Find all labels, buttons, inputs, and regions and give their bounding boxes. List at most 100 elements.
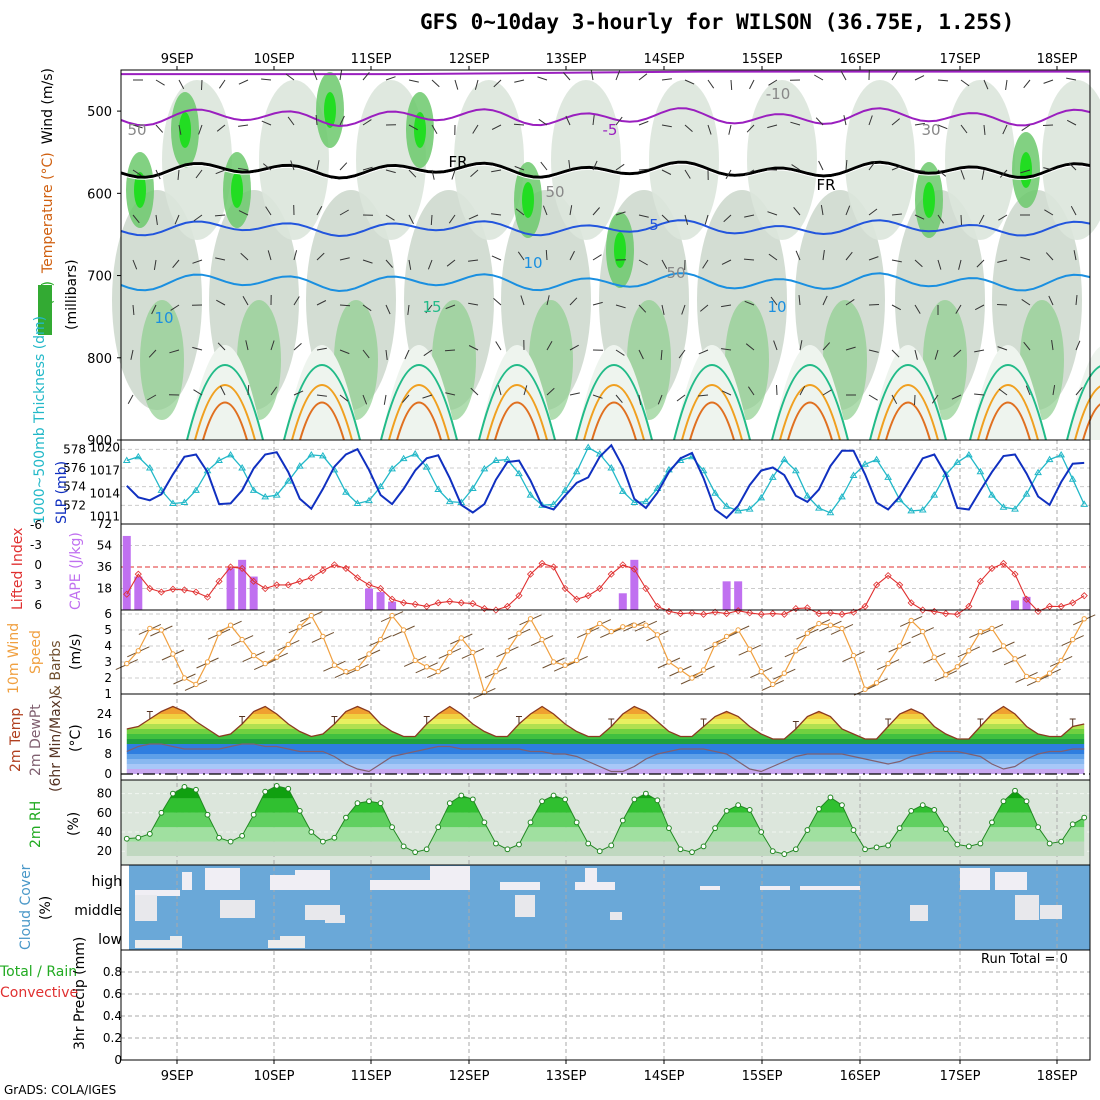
wind10m-point <box>920 628 926 635</box>
thickness-point <box>791 466 800 474</box>
upper-wind-barb <box>996 304 1008 306</box>
wind10m-point <box>204 659 211 665</box>
upper-wind-barb <box>1066 119 1077 126</box>
upper-wind-barb <box>721 259 732 265</box>
rh2m-point <box>389 824 395 831</box>
upper-wind-barb <box>270 340 275 351</box>
temp-ytick: 16 <box>97 727 112 741</box>
rh2m-point <box>158 809 165 816</box>
upper-wind-barb <box>147 394 157 401</box>
rh-ytick: 80 <box>97 787 112 801</box>
temp-band <box>126 744 1085 754</box>
upper-wind-barb <box>192 346 203 351</box>
upper-wind-barb <box>201 79 203 91</box>
upper-wind-barb <box>978 214 985 225</box>
rh-shade-saturated <box>923 182 935 218</box>
lifted-point <box>203 593 212 601</box>
rh-shade-green <box>140 300 184 420</box>
upper-wind-barb <box>1051 340 1054 351</box>
upper-wind-barb <box>312 70 318 81</box>
upper-wind-barb <box>822 389 832 396</box>
upper-wind-barb <box>974 304 985 311</box>
lifted-point <box>815 610 823 618</box>
lifted-point <box>711 608 719 616</box>
upper-wind-barb <box>495 341 502 351</box>
wind10m-point <box>400 627 407 633</box>
isotherm-15 <box>969 364 1047 441</box>
cloud-mid-block <box>910 905 928 921</box>
wind10m-point <box>597 620 603 627</box>
lifted-point <box>976 577 984 585</box>
wind10m-point <box>135 648 142 654</box>
upper-wind-barb <box>198 124 203 135</box>
thickness-ytick: 576 <box>63 461 86 475</box>
cape-bar <box>388 601 397 610</box>
upper-wind-barb <box>845 205 851 216</box>
cloud-mid-block <box>1040 905 1062 919</box>
wind10m-point <box>423 664 430 670</box>
upper-wind-barb <box>615 349 625 356</box>
upper-wind-barb <box>795 250 801 261</box>
upper-wind-barb <box>132 124 143 129</box>
rh2m-point <box>446 800 453 807</box>
thickness-point <box>745 505 754 512</box>
upper-wind-barb <box>520 295 525 306</box>
upper-wind-barb <box>1021 124 1031 132</box>
rh2m-point <box>619 817 626 824</box>
upper-wind-barb <box>951 394 962 400</box>
upper-wind-barb <box>661 214 670 223</box>
upper-wind-barb <box>1025 385 1031 396</box>
x-date-bottom: 17SEP <box>940 1069 981 1084</box>
upper-wind-barb <box>385 304 391 315</box>
lifted-point <box>653 602 661 610</box>
slp-ytick: 1017 <box>89 464 120 478</box>
upper-wind-barb <box>1073 250 1077 261</box>
upper-wind-barb <box>468 214 479 220</box>
upper-wind-barb <box>702 259 709 269</box>
upper-wind-barb <box>265 206 272 216</box>
credit-text: GrADS: COLA/IGES <box>4 1083 117 1097</box>
lifted-point <box>676 610 685 618</box>
lifted-point <box>792 605 800 613</box>
rh2m-point <box>1069 821 1076 828</box>
temp-band <box>126 724 1085 729</box>
rh2m-point <box>354 800 361 807</box>
rh2m-point <box>250 811 257 818</box>
isotherm-20 <box>877 384 939 441</box>
cloud-mid-block <box>135 895 157 921</box>
thickness-point <box>226 450 235 458</box>
upper-wind-barb <box>914 304 921 314</box>
wind10m-point <box>700 667 707 673</box>
temp-ylabel-units: (°C) <box>68 724 84 752</box>
contour-label: 30 <box>921 121 940 139</box>
isotherm-15 <box>575 364 653 441</box>
lifted-point <box>515 592 523 600</box>
lifted-point <box>457 599 465 607</box>
upper-wind-barb <box>767 211 778 216</box>
upper-wind-barb <box>545 249 548 261</box>
upper-wind-barb <box>569 344 579 351</box>
upper-wind-barb <box>242 296 249 306</box>
wind10m-point <box>354 665 361 672</box>
wind10m-point <box>320 633 326 640</box>
upper-wind-barb <box>472 124 479 134</box>
lifted-point <box>157 588 165 596</box>
upper-wind-barb <box>427 259 433 270</box>
slp-line <box>126 443 1085 520</box>
lifted-point <box>619 561 627 569</box>
lifted-point <box>492 606 500 614</box>
thickness-point <box>307 450 316 458</box>
wind10m-point <box>493 668 499 675</box>
warm-dome <box>576 345 652 440</box>
upper-wind-barb <box>155 79 165 86</box>
upper-wind-barb <box>914 122 925 126</box>
lifted-point <box>884 572 892 580</box>
lifted-point <box>746 609 754 617</box>
thickness-point <box>826 508 835 516</box>
rh2m-point <box>239 832 246 839</box>
lifted-point <box>238 564 246 572</box>
precip-ytick: 0 <box>114 1053 122 1067</box>
lifted-point <box>919 606 927 614</box>
upper-wind-barb <box>868 349 879 353</box>
rh2m-point <box>723 807 730 814</box>
